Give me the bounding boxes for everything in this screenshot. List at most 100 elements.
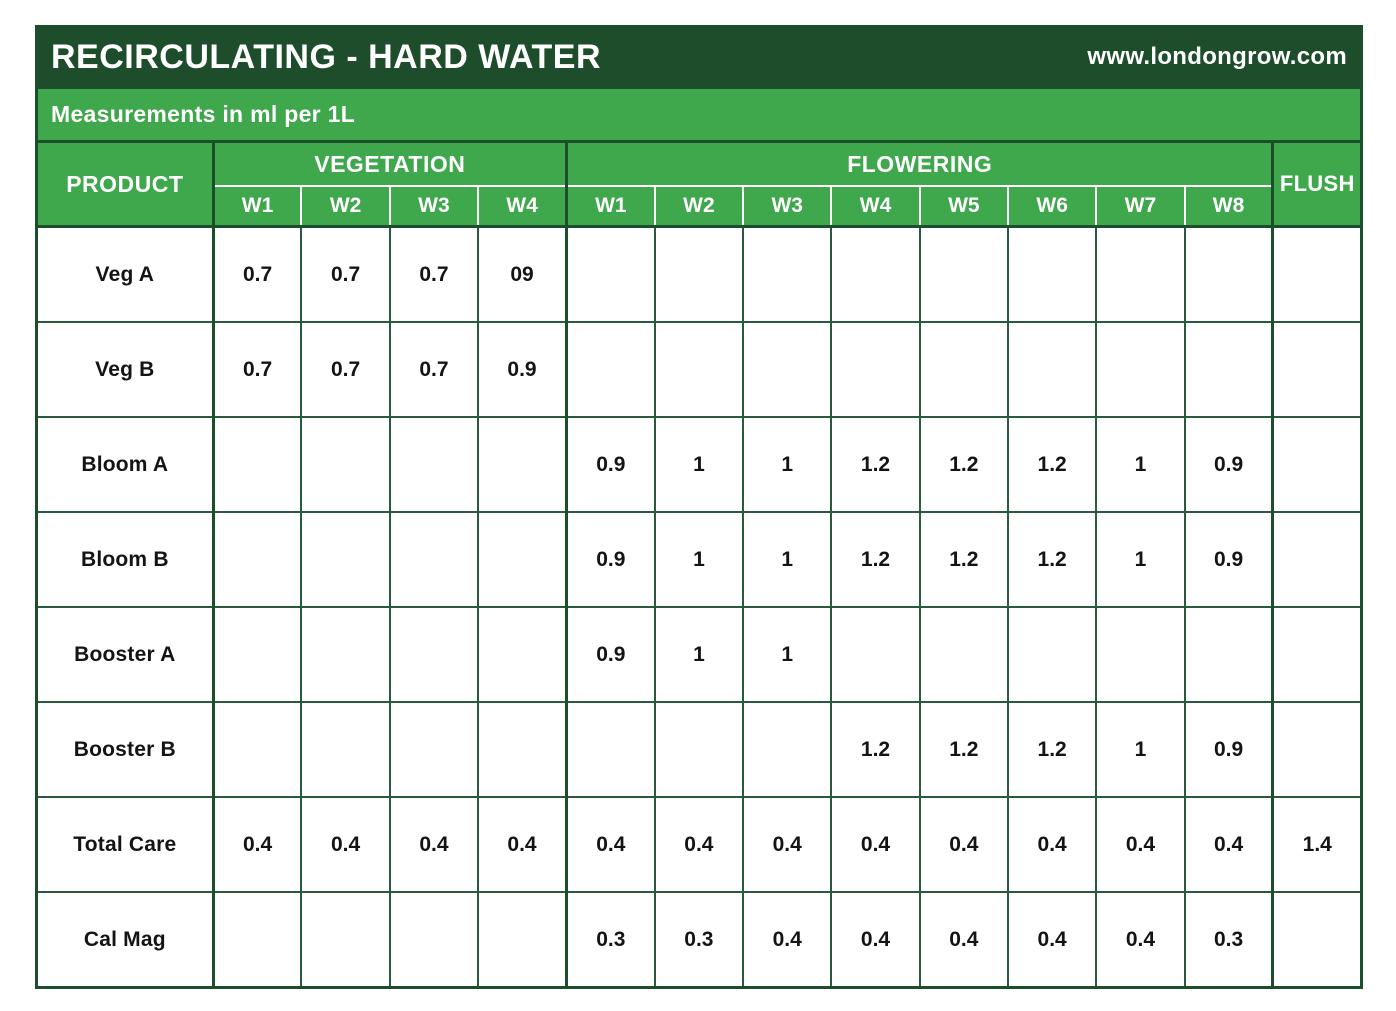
vegetation-value-cell — [388, 511, 480, 608]
vegetation-value-cell: 0.7 — [300, 225, 391, 323]
week-header-flowering-w5: W5 — [918, 186, 1008, 228]
flush-value-cell: 1.4 — [1271, 796, 1363, 893]
flush-value-cell — [1271, 511, 1363, 608]
flowering-value-cell — [742, 701, 833, 798]
flowering-value-cell: 0.9 — [1183, 511, 1274, 608]
flowering-value-cell — [564, 225, 656, 323]
product-name: Booster A — [35, 606, 215, 703]
table-body: Veg A 0.7 0.7 0.7 09 Veg B 0.7 0.7 0.7 0.9 Bloom A… — [35, 225, 1363, 989]
flush-value-cell — [1271, 891, 1363, 989]
flowering-value-cell — [830, 606, 921, 703]
flowering-value-cell: 0.4 — [1006, 796, 1098, 893]
feed-chart-page: RECIRCULATING - HARD WATER www.londongro… — [35, 25, 1363, 989]
product-name: Bloom A — [35, 416, 215, 513]
flowering-value-cell: 1 — [653, 416, 745, 513]
vegetation-value-cell — [300, 416, 391, 513]
flowering-value-cell — [1006, 225, 1098, 323]
flowering-value-cell: 0.4 — [918, 891, 1010, 989]
group-header-row: PRODUCT VEGETATION FLOWERING FLUSH — [36, 141, 1362, 228]
flush-value-cell — [1271, 225, 1363, 323]
flowering-value-cell: 1 — [1095, 416, 1186, 513]
week-header-row: W1 W2 W3 W4 W1 W2 W3 W4 W5 W6 W7 W8 — [37, 186, 1362, 228]
flowering-value-cell: 1.2 — [918, 511, 1010, 608]
flowering-value-cell — [1095, 321, 1186, 418]
column-header-flush: FLUSH — [1271, 141, 1362, 228]
flowering-value-cell — [1006, 321, 1098, 418]
flowering-value-cell: 1 — [742, 511, 833, 608]
flowering-value-cell: 0.4 — [830, 796, 921, 893]
flowering-value-cell: 0.4 — [742, 891, 833, 989]
table-row: Bloom B 0.9 1 1 1.2 1.2 1.2 1 0.9 — [35, 511, 1363, 608]
flowering-value-cell: 1.2 — [830, 511, 921, 608]
flowering-value-cell: 0.3 — [564, 891, 656, 989]
week-header-vegetation-w2: W2 — [300, 186, 390, 228]
flowering-value-cell — [1183, 225, 1274, 323]
product-name: Total Care — [35, 796, 215, 893]
vegetation-value-cell — [388, 606, 480, 703]
vegetation-value-cell — [211, 701, 303, 798]
flowering-value-cell — [653, 321, 745, 418]
flowering-value-cell: 0.9 — [564, 416, 656, 513]
table-row: Veg B 0.7 0.7 0.7 0.9 — [35, 321, 1363, 418]
vegetation-value-cell — [300, 511, 391, 608]
vegetation-value-cell — [388, 891, 480, 989]
flowering-value-cell: 0.4 — [1095, 891, 1186, 989]
flowering-value-cell — [564, 321, 656, 418]
flowering-value-cell: 1.2 — [830, 416, 921, 513]
product-name: Booster B — [35, 701, 215, 798]
flowering-value-cell: 1 — [742, 606, 833, 703]
vegetation-value-cell: 0.7 — [388, 225, 480, 323]
vegetation-value-cell: 09 — [477, 225, 568, 323]
product-name: Bloom B — [35, 511, 215, 608]
column-group-flowering: FLOWERING — [564, 141, 1273, 187]
vegetation-value-cell: 0.7 — [211, 225, 303, 323]
vegetation-value-cell: 0.4 — [211, 796, 303, 893]
flowering-value-cell — [830, 321, 921, 418]
title-bar: RECIRCULATING - HARD WATER www.londongro… — [35, 25, 1363, 89]
flowering-value-cell: 0.9 — [1183, 416, 1274, 513]
flowering-value-cell — [564, 701, 656, 798]
column-group-vegetation: VEGETATION — [211, 141, 567, 187]
flowering-value-cell: 0.4 — [742, 796, 833, 893]
week-header-flowering-w7: W7 — [1095, 186, 1185, 228]
vegetation-value-cell — [477, 511, 568, 608]
flowering-value-cell — [742, 225, 833, 323]
website-url: www.londongrow.com — [1087, 43, 1347, 70]
vegetation-value-cell: 0.4 — [300, 796, 391, 893]
week-header-vegetation-w3: W3 — [388, 186, 479, 228]
vegetation-value-cell — [211, 891, 303, 989]
flowering-value-cell: 1.2 — [918, 416, 1010, 513]
flowering-value-cell — [653, 701, 745, 798]
flowering-value-cell: 1.2 — [830, 701, 921, 798]
flowering-value-cell: 0.9 — [1183, 701, 1274, 798]
vegetation-value-cell — [211, 416, 303, 513]
vegetation-value-cell — [300, 606, 391, 703]
page-title: RECIRCULATING - HARD WATER — [51, 37, 602, 76]
flowering-value-cell — [918, 606, 1010, 703]
flowering-value-cell: 1 — [1095, 701, 1186, 798]
flowering-value-cell: 0.4 — [1006, 891, 1098, 989]
flowering-value-cell — [1006, 606, 1098, 703]
week-header-flowering-w1: W1 — [564, 186, 655, 228]
flowering-value-cell — [830, 225, 921, 323]
flowering-value-cell: 0.4 — [918, 796, 1010, 893]
vegetation-value-cell — [211, 511, 303, 608]
vegetation-value-cell — [477, 606, 568, 703]
flowering-value-cell: 0.4 — [1183, 796, 1274, 893]
flush-value-cell — [1271, 321, 1363, 418]
flowering-value-cell: 0.4 — [1095, 796, 1186, 893]
vegetation-value-cell — [388, 701, 480, 798]
flowering-value-cell — [918, 225, 1010, 323]
units-label: Measurements in ml per 1L — [51, 101, 356, 127]
vegetation-value-cell — [477, 416, 568, 513]
vegetation-value-cell — [477, 891, 568, 989]
vegetation-value-cell: 0.7 — [388, 321, 480, 418]
table-row: Bloom A 0.9 1 1 1.2 1.2 1.2 1 0.9 — [35, 416, 1363, 513]
flowering-value-cell — [1095, 606, 1186, 703]
flowering-value-cell: 1.2 — [1006, 701, 1098, 798]
vegetation-value-cell: 0.9 — [477, 321, 568, 418]
flowering-value-cell: 0.3 — [653, 891, 745, 989]
table-row: Veg A 0.7 0.7 0.7 09 — [35, 225, 1363, 323]
flowering-value-cell: 1 — [1095, 511, 1186, 608]
table-row: Cal Mag 0.3 0.3 0.4 0.4 0.4 0.4 0.4 0.3 — [35, 891, 1363, 989]
